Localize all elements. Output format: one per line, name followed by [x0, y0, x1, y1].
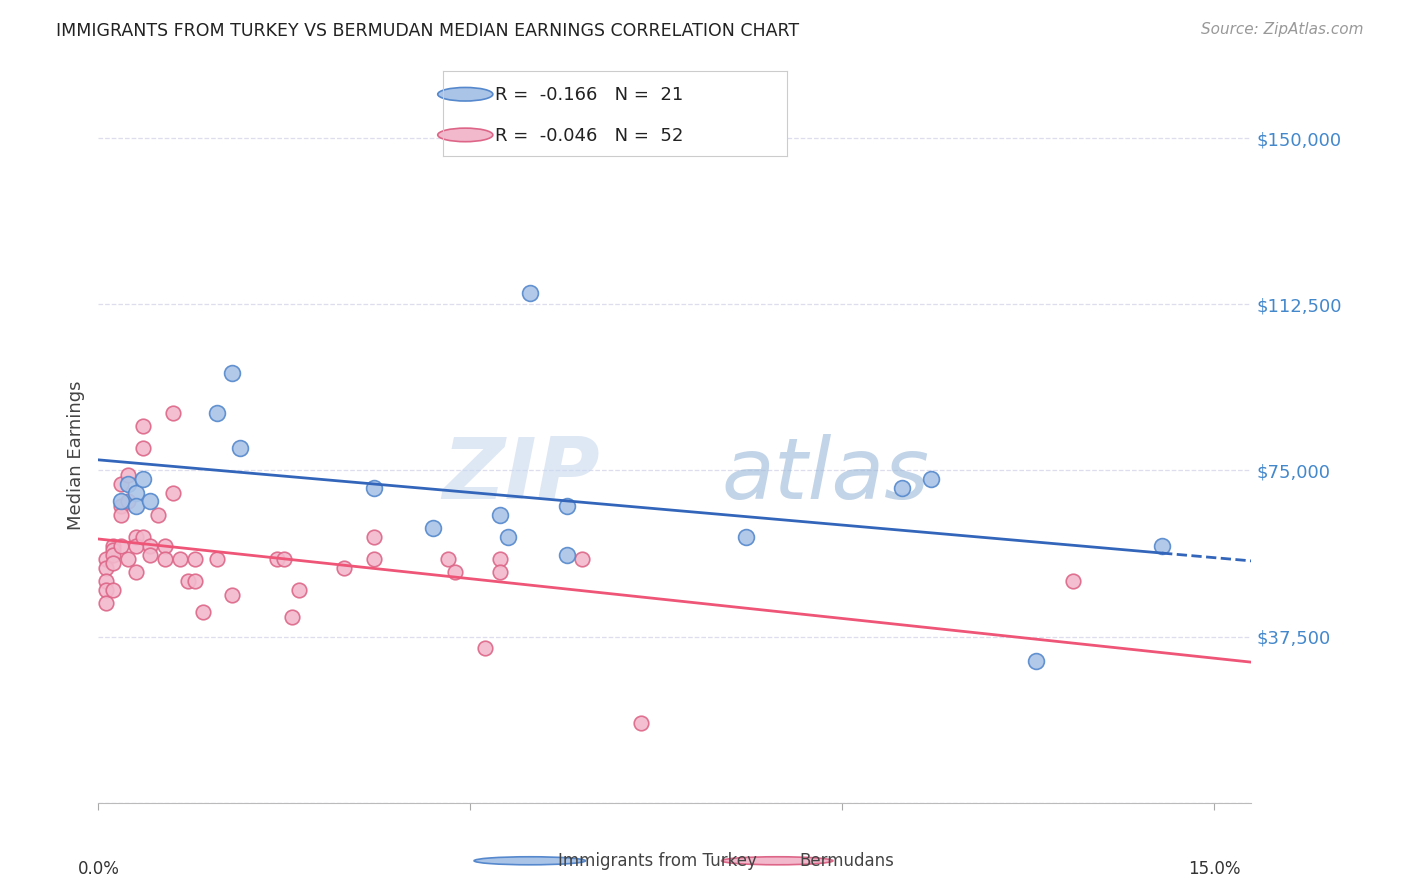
Text: Source: ZipAtlas.com: Source: ZipAtlas.com — [1201, 22, 1364, 37]
Point — [630, 716, 652, 731]
Point — [117, 552, 139, 566]
Point — [489, 566, 512, 580]
Point — [489, 508, 512, 522]
Text: 15.0%: 15.0% — [1188, 861, 1240, 879]
Point — [288, 583, 311, 598]
Text: IMMIGRANTS FROM TURKEY VS BERMUDAN MEDIAN EARNINGS CORRELATION CHART: IMMIGRANTS FROM TURKEY VS BERMUDAN MEDIA… — [56, 22, 800, 40]
Point — [1062, 574, 1084, 589]
Point — [176, 574, 198, 589]
Point — [124, 530, 146, 544]
Text: atlas: atlas — [721, 434, 929, 517]
Point — [207, 406, 229, 420]
Point — [221, 366, 243, 380]
Point — [519, 286, 541, 301]
Point — [155, 552, 177, 566]
Text: R =  -0.166   N =  21: R = -0.166 N = 21 — [495, 87, 683, 104]
Point — [103, 539, 125, 553]
Point — [117, 467, 139, 482]
Point — [155, 539, 177, 553]
Point — [734, 530, 756, 544]
Point — [555, 499, 578, 513]
Point — [103, 583, 125, 598]
Text: ZIP: ZIP — [443, 434, 600, 517]
Point — [94, 574, 117, 589]
Point — [437, 552, 460, 566]
Point — [207, 552, 229, 566]
Y-axis label: Median Earnings: Median Earnings — [66, 380, 84, 530]
Point — [363, 552, 385, 566]
Point — [162, 406, 184, 420]
Point — [103, 557, 125, 571]
Point — [184, 552, 207, 566]
Circle shape — [437, 87, 494, 101]
Point — [103, 543, 125, 558]
Point — [117, 476, 139, 491]
Point — [132, 530, 155, 544]
Point — [474, 640, 496, 655]
Point — [162, 485, 184, 500]
Text: 0.0%: 0.0% — [77, 861, 120, 879]
Point — [110, 494, 132, 508]
Point — [146, 508, 169, 522]
Point — [132, 442, 155, 456]
Point — [489, 552, 512, 566]
Point — [363, 481, 385, 495]
Point — [139, 539, 162, 553]
Point — [110, 539, 132, 553]
Point — [229, 442, 252, 456]
Point — [1152, 539, 1174, 553]
Point — [103, 548, 125, 562]
Point — [571, 552, 593, 566]
Point — [94, 596, 117, 610]
Point — [921, 472, 943, 486]
Point — [94, 561, 117, 575]
Point — [110, 499, 132, 513]
Point — [184, 574, 207, 589]
Point — [333, 561, 356, 575]
Point — [890, 481, 912, 495]
Text: Bermudans: Bermudans — [799, 852, 894, 870]
Point — [110, 508, 132, 522]
Circle shape — [474, 856, 585, 865]
Point — [124, 499, 146, 513]
Point — [221, 587, 243, 601]
Point — [1025, 654, 1047, 668]
Point — [169, 552, 191, 566]
Point — [132, 472, 155, 486]
Point — [132, 419, 155, 434]
Text: R =  -0.046   N =  52: R = -0.046 N = 52 — [495, 127, 683, 145]
Point — [139, 494, 162, 508]
Point — [266, 552, 288, 566]
Point — [110, 476, 132, 491]
Point — [124, 566, 146, 580]
Point — [191, 605, 214, 619]
Point — [94, 583, 117, 598]
Point — [444, 566, 467, 580]
Point — [139, 548, 162, 562]
Point — [496, 530, 519, 544]
Text: Immigrants from Turkey: Immigrants from Turkey — [558, 852, 756, 870]
Point — [117, 494, 139, 508]
Point — [555, 548, 578, 562]
Circle shape — [721, 856, 832, 865]
Point — [273, 552, 295, 566]
Point — [124, 539, 146, 553]
Point — [94, 552, 117, 566]
Point — [363, 530, 385, 544]
Circle shape — [437, 128, 494, 142]
Point — [124, 485, 146, 500]
Point — [281, 609, 304, 624]
Point — [422, 521, 444, 535]
